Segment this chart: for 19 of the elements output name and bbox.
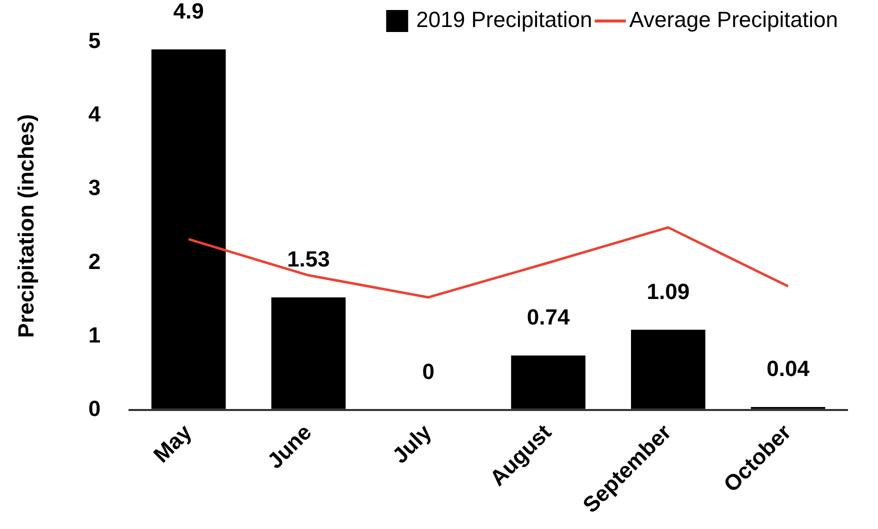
data-label: 1.09 [646, 278, 690, 304]
data-label: 0.74 [526, 304, 570, 330]
y-tick-label: 0 [88, 396, 101, 421]
y-tick-label: 5 [88, 28, 101, 54]
data-label: 1.53 [287, 246, 330, 272]
bar [151, 49, 226, 409]
data-label: 4.9 [173, 0, 204, 24]
legend-label: 2019 Precipitation [416, 7, 592, 32]
data-label: 0.04 [766, 356, 810, 382]
y-tick-label: 2 [88, 248, 101, 274]
legend-label: Average Precipitation [629, 7, 838, 32]
y-tick-label: 1 [88, 322, 101, 348]
bar [630, 330, 706, 409]
y-tick-label: 4 [88, 102, 102, 127]
y-axis-title: Precipitation (inches) [13, 114, 38, 338]
bar [271, 297, 346, 409]
bar [511, 355, 586, 409]
data-label: 0 [422, 358, 434, 384]
y-tick-label: 3 [88, 175, 101, 200]
